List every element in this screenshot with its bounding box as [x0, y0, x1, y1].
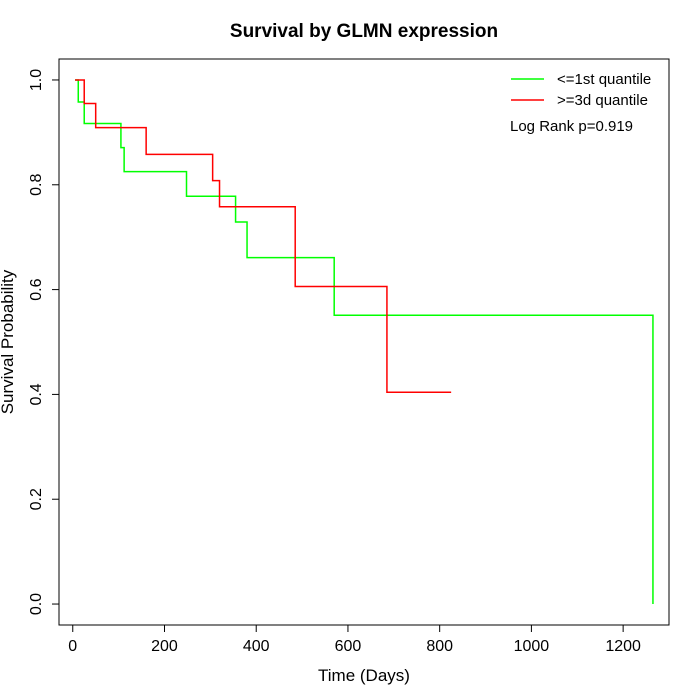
legend: <=1st quantile >=3d quantile [511, 71, 651, 109]
x-tick-label: 1000 [514, 638, 550, 655]
x-tick-label: 200 [151, 638, 178, 655]
x-axis: 0 200 400 600 800 1000 1200 [68, 624, 641, 655]
y-tick-label: 1.0 [28, 69, 45, 91]
x-tick-label: 600 [335, 638, 362, 655]
y-axis: 0.0 0.2 0.4 0.6 0.8 1.0 [28, 69, 60, 615]
x-axis-label: Time (Days) [318, 666, 410, 685]
legend-label-high: >=3d quantile [557, 92, 648, 109]
x-tick-label: 1200 [605, 638, 641, 655]
y-axis-label: Survival Probability [0, 269, 17, 414]
x-tick-label: 0 [68, 638, 77, 655]
x-tick-label: 400 [243, 638, 270, 655]
y-tick-label: 0.4 [28, 383, 45, 405]
y-tick-label: 0.2 [28, 488, 45, 510]
y-tick-label: 0.0 [28, 593, 45, 615]
series-layer [75, 79, 654, 605]
plot-frame [58, 58, 670, 626]
chart-title: Survival by GLMN expression [230, 21, 498, 42]
legend-label-low: <=1st quantile [557, 71, 651, 88]
y-tick-label: 0.8 [28, 174, 45, 196]
series-line-low [75, 79, 654, 605]
series-line-high [75, 79, 452, 394]
x-tick-label: 800 [426, 638, 453, 655]
log-rank-annotation: Log Rank p=0.919 [510, 118, 633, 135]
y-tick-label: 0.6 [28, 278, 45, 300]
